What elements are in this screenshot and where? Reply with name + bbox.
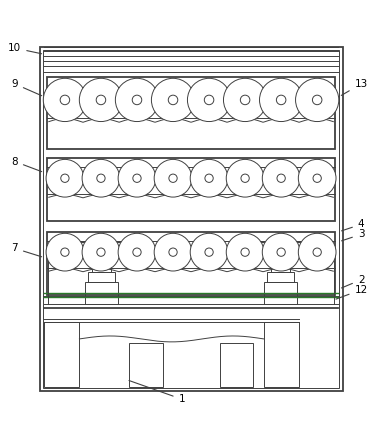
Circle shape: [262, 159, 300, 197]
Circle shape: [79, 78, 122, 121]
Bar: [44, 322, 79, 387]
Circle shape: [205, 248, 213, 256]
Circle shape: [99, 257, 104, 262]
Circle shape: [118, 159, 156, 197]
Bar: [47, 158, 335, 221]
Bar: [253, 249, 308, 257]
Circle shape: [46, 159, 84, 197]
Circle shape: [61, 174, 69, 182]
Circle shape: [190, 159, 228, 197]
Circle shape: [190, 233, 228, 271]
Bar: [74, 249, 129, 257]
Circle shape: [260, 78, 303, 121]
Bar: [220, 343, 253, 387]
Circle shape: [154, 159, 192, 197]
Circle shape: [60, 95, 70, 105]
Circle shape: [43, 78, 86, 121]
Circle shape: [169, 248, 177, 256]
Circle shape: [262, 233, 300, 271]
Circle shape: [169, 174, 177, 182]
Circle shape: [97, 248, 105, 256]
Text: 12: 12: [336, 285, 368, 299]
Bar: [92, 265, 111, 272]
Circle shape: [82, 159, 120, 197]
Circle shape: [132, 95, 142, 105]
Text: 8: 8: [12, 157, 42, 172]
Circle shape: [133, 248, 141, 256]
Text: 13: 13: [341, 79, 368, 95]
Circle shape: [313, 174, 321, 182]
Text: 3: 3: [342, 229, 364, 241]
Circle shape: [277, 248, 285, 256]
Text: 4: 4: [342, 219, 364, 231]
Circle shape: [241, 248, 249, 256]
Circle shape: [278, 257, 283, 262]
Circle shape: [298, 233, 336, 271]
Bar: [264, 322, 299, 387]
Circle shape: [97, 174, 105, 182]
Text: 2: 2: [341, 275, 364, 288]
Bar: [88, 272, 115, 283]
Text: 10: 10: [8, 43, 42, 54]
Bar: [255, 243, 306, 249]
Circle shape: [312, 95, 322, 105]
Circle shape: [298, 159, 336, 197]
Bar: [85, 283, 118, 304]
Circle shape: [82, 233, 120, 271]
Circle shape: [204, 95, 214, 105]
Bar: [47, 232, 335, 295]
Circle shape: [96, 95, 106, 105]
Bar: [43, 49, 339, 388]
Text: 7: 7: [12, 243, 42, 257]
Bar: [264, 283, 297, 304]
Circle shape: [115, 78, 159, 121]
Circle shape: [313, 248, 321, 256]
Text: 1: 1: [129, 380, 185, 404]
Circle shape: [61, 248, 69, 256]
Circle shape: [277, 174, 285, 182]
Circle shape: [133, 174, 141, 182]
Circle shape: [168, 95, 178, 105]
Circle shape: [276, 95, 286, 105]
Bar: [267, 272, 294, 283]
Circle shape: [223, 78, 267, 121]
Bar: [39, 47, 342, 391]
Bar: [271, 265, 290, 272]
Bar: [129, 343, 162, 387]
Bar: [47, 77, 335, 149]
Text: 9: 9: [12, 79, 42, 96]
Circle shape: [240, 95, 250, 105]
Circle shape: [187, 78, 231, 121]
Bar: [76, 243, 128, 249]
Circle shape: [118, 233, 156, 271]
Circle shape: [154, 233, 192, 271]
Circle shape: [46, 233, 84, 271]
Circle shape: [241, 174, 249, 182]
Circle shape: [205, 174, 213, 182]
Circle shape: [226, 159, 264, 197]
Circle shape: [226, 233, 264, 271]
Circle shape: [151, 78, 195, 121]
Circle shape: [296, 78, 339, 121]
